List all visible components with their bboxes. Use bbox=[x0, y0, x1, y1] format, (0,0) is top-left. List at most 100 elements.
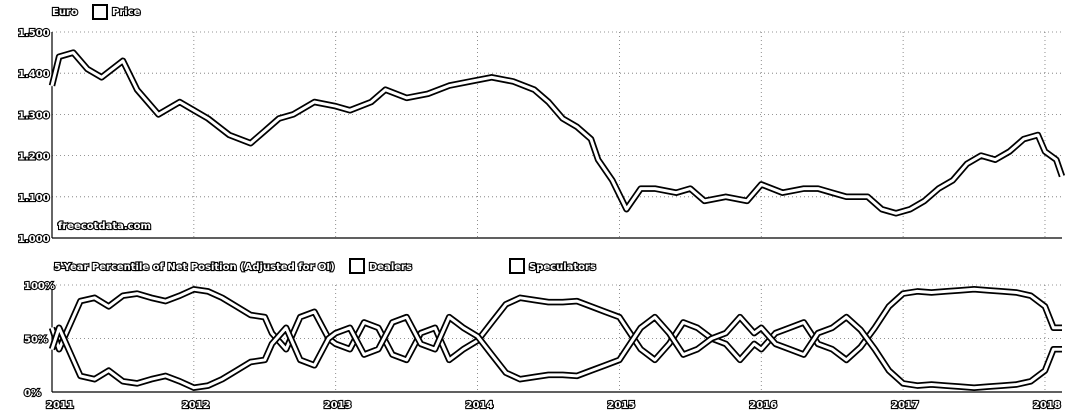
speculators-point bbox=[377, 348, 379, 350]
speculators-point bbox=[618, 359, 621, 361]
price-point bbox=[703, 200, 706, 202]
speculators-point bbox=[58, 327, 60, 329]
dealers-point bbox=[491, 321, 493, 323]
dealers-point bbox=[789, 327, 791, 329]
price-point bbox=[675, 192, 677, 194]
price-point bbox=[590, 138, 592, 140]
price-point bbox=[980, 155, 982, 157]
price-y-tick: 1.200 bbox=[18, 152, 50, 163]
price-point bbox=[58, 56, 60, 58]
price-point bbox=[1008, 150, 1011, 153]
cot-title: 5-Year Percentile of Net Position (Adjus… bbox=[54, 262, 335, 273]
dealers-point bbox=[377, 327, 379, 329]
price-point bbox=[867, 196, 869, 198]
price-point bbox=[966, 163, 968, 165]
price-point bbox=[207, 117, 209, 120]
speculators-point bbox=[945, 385, 947, 387]
price-y-tick-labels: 1.000 1.100 1.200 1.300 1.400 1.500 bbox=[17, 27, 51, 246]
dealers-point bbox=[1030, 295, 1032, 297]
cot-x-tick: 2016 bbox=[749, 400, 777, 411]
dealers-point bbox=[441, 343, 443, 345]
price-point bbox=[51, 85, 53, 87]
speculators-point bbox=[164, 375, 167, 377]
price-point bbox=[781, 192, 784, 194]
dealers-point bbox=[462, 348, 464, 350]
dealers-point bbox=[207, 290, 209, 292]
speculators-point bbox=[462, 327, 464, 329]
legend-speculators: Speculators bbox=[529, 262, 596, 273]
speculators-point bbox=[930, 383, 933, 386]
speculators-point bbox=[335, 332, 337, 334]
speculators-point bbox=[1052, 348, 1055, 350]
dealers-point bbox=[1052, 327, 1055, 329]
dealers-point bbox=[576, 300, 578, 302]
dealers-point bbox=[250, 314, 252, 316]
speculators-point bbox=[987, 386, 989, 388]
cot-x-tick: 2013 bbox=[324, 400, 352, 411]
price-point bbox=[448, 85, 450, 87]
price-point bbox=[895, 212, 897, 214]
dealers-point bbox=[264, 316, 266, 318]
dealers-point bbox=[65, 332, 67, 334]
cot-x-tick: 2017 bbox=[891, 400, 919, 411]
cot-y-tick-labels: 0% 50% 100% bbox=[23, 280, 56, 400]
speculators-point bbox=[739, 316, 741, 318]
price-point bbox=[938, 188, 940, 190]
price-point bbox=[803, 188, 805, 190]
price-point bbox=[952, 179, 954, 181]
cot-panel: 0%50%100% 2011 2012 2013 2014 2015 2016 2017 20… bbox=[23, 258, 1063, 412]
price-point bbox=[625, 208, 628, 210]
price-point bbox=[654, 188, 656, 190]
price-point bbox=[370, 101, 372, 103]
dealers-point bbox=[235, 305, 237, 307]
cot-legend: 5-Year Percentile of Net Position (Adjus… bbox=[53, 258, 597, 274]
dealers-point bbox=[136, 293, 138, 295]
dealers-point bbox=[533, 299, 535, 301]
price-point bbox=[136, 89, 138, 91]
price-point bbox=[72, 52, 74, 54]
dealers-point bbox=[79, 300, 81, 302]
speculators-point bbox=[668, 332, 670, 334]
speculators-point bbox=[1016, 383, 1018, 386]
speculators-point bbox=[207, 385, 209, 387]
speculators-point bbox=[533, 376, 535, 378]
dealers-point bbox=[888, 305, 890, 307]
dealers-point bbox=[519, 297, 521, 299]
price-point bbox=[817, 188, 819, 190]
price-series bbox=[48, 49, 1066, 217]
dealers-point bbox=[668, 343, 670, 345]
dealers-point bbox=[455, 354, 457, 356]
dealers-point bbox=[945, 290, 947, 292]
price-point bbox=[746, 200, 748, 202]
speculators-point bbox=[51, 348, 53, 350]
dealers-point bbox=[406, 359, 408, 361]
dealers-point bbox=[299, 316, 301, 318]
dealers-point bbox=[58, 348, 60, 350]
price-point bbox=[427, 93, 429, 95]
price-point bbox=[547, 101, 550, 103]
legend-price-swatch bbox=[92, 4, 108, 20]
dealers-point bbox=[803, 321, 805, 323]
dealers-point bbox=[179, 295, 181, 297]
speculators-point bbox=[221, 378, 223, 380]
dealers-point bbox=[590, 305, 592, 307]
speculators-point bbox=[328, 337, 330, 340]
speculators-point bbox=[831, 327, 833, 329]
speculators-point bbox=[349, 327, 351, 329]
speculators-point bbox=[803, 354, 805, 356]
cot-x-tick: 2018 bbox=[1033, 400, 1061, 411]
speculators-point bbox=[789, 348, 791, 350]
price-point bbox=[831, 192, 833, 194]
cot-series bbox=[48, 286, 1063, 391]
legend-dealers-swatch bbox=[349, 258, 365, 274]
dealers-point bbox=[1016, 291, 1018, 294]
price-point bbox=[101, 76, 103, 78]
speculators-point bbox=[299, 359, 301, 361]
dealers-point bbox=[987, 289, 989, 291]
speculators-point bbox=[519, 378, 521, 380]
legend-speculators-swatch bbox=[509, 258, 525, 274]
dealers-point bbox=[72, 316, 74, 318]
watermark: freecotdata.com bbox=[58, 221, 151, 232]
dealers-point bbox=[860, 346, 862, 348]
speculators-point bbox=[122, 380, 124, 382]
